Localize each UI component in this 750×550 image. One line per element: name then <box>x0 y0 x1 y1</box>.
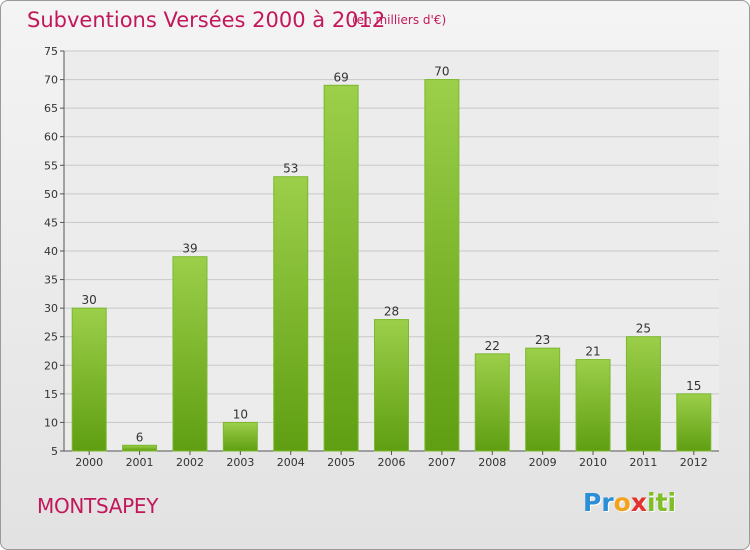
bar <box>71 307 107 452</box>
y-tick-label: 35 <box>44 274 58 287</box>
chart-unit: (en milliers d'€) <box>352 13 447 27</box>
bar-value-label: 6 <box>136 430 144 444</box>
commune-name: MONTSAPEY <box>37 494 159 518</box>
brand-letter: r <box>601 488 614 517</box>
brand-letter: o <box>613 488 631 517</box>
bar <box>273 176 309 452</box>
bar-value-label: 10 <box>233 407 248 421</box>
y-tick-label: 55 <box>44 159 58 172</box>
bar-value-label: 69 <box>333 70 348 84</box>
bar <box>323 84 359 452</box>
brand-letter: i <box>667 488 677 517</box>
y-tick-label: 65 <box>44 102 58 115</box>
y-tick-label: 5 <box>51 445 58 458</box>
y-tick-label: 50 <box>44 188 58 201</box>
bar <box>122 444 158 452</box>
chart-title: Subventions Versées 2000 à 2012 <box>27 8 386 32</box>
bar <box>424 79 460 452</box>
x-tick-label: 2008 <box>478 456 506 469</box>
bar-value-label: 22 <box>485 339 500 353</box>
proxiti-logo: Proxiti <box>583 488 676 517</box>
x-tick-label: 2012 <box>680 456 708 469</box>
x-tick-label: 2006 <box>378 456 406 469</box>
x-tick-label: 2011 <box>629 456 657 469</box>
brand-letter: P <box>583 488 602 517</box>
x-tick-label: 2001 <box>126 456 154 469</box>
bar <box>172 256 208 452</box>
y-tick-label: 10 <box>44 416 58 429</box>
bar-value-label: 53 <box>283 162 298 176</box>
bar-value-label: 21 <box>585 345 600 359</box>
bar <box>575 359 611 452</box>
x-tick-label: 2010 <box>579 456 607 469</box>
y-tick-label: 70 <box>44 74 58 87</box>
bar-value-label: 39 <box>182 242 197 256</box>
x-tick-label: 2003 <box>226 456 254 469</box>
bar-value-label: 70 <box>434 65 449 79</box>
y-tick-label: 75 <box>44 45 58 58</box>
bar <box>222 421 258 452</box>
bar <box>374 319 409 452</box>
x-tick-label: 2005 <box>327 456 355 469</box>
x-tick-label: 2004 <box>277 456 305 469</box>
x-tick-label: 2002 <box>176 456 204 469</box>
bar-value-label: 15 <box>686 379 701 393</box>
y-tick-label: 30 <box>44 302 58 315</box>
x-tick-label: 2000 <box>75 456 103 469</box>
y-tick-label: 15 <box>44 388 58 401</box>
y-tick-label: 60 <box>44 131 58 144</box>
bar-value-label: 25 <box>636 322 651 336</box>
x-tick-label: 2009 <box>529 456 557 469</box>
y-tick-label: 45 <box>44 216 58 229</box>
y-tick-label: 40 <box>44 245 58 258</box>
x-tick-label: 2007 <box>428 456 456 469</box>
brand-letter: x <box>630 488 647 517</box>
bar-value-label: 30 <box>82 293 97 307</box>
bar <box>474 353 510 452</box>
y-tick-label: 20 <box>44 359 58 372</box>
brand-letter: t <box>655 488 668 517</box>
bar <box>525 347 561 452</box>
brand-letter: i <box>647 488 656 517</box>
bar-value-label: 23 <box>535 333 550 347</box>
bar <box>676 393 712 452</box>
y-tick-label: 25 <box>44 331 58 344</box>
bar <box>625 336 661 452</box>
bar-value-label: 28 <box>384 305 399 319</box>
